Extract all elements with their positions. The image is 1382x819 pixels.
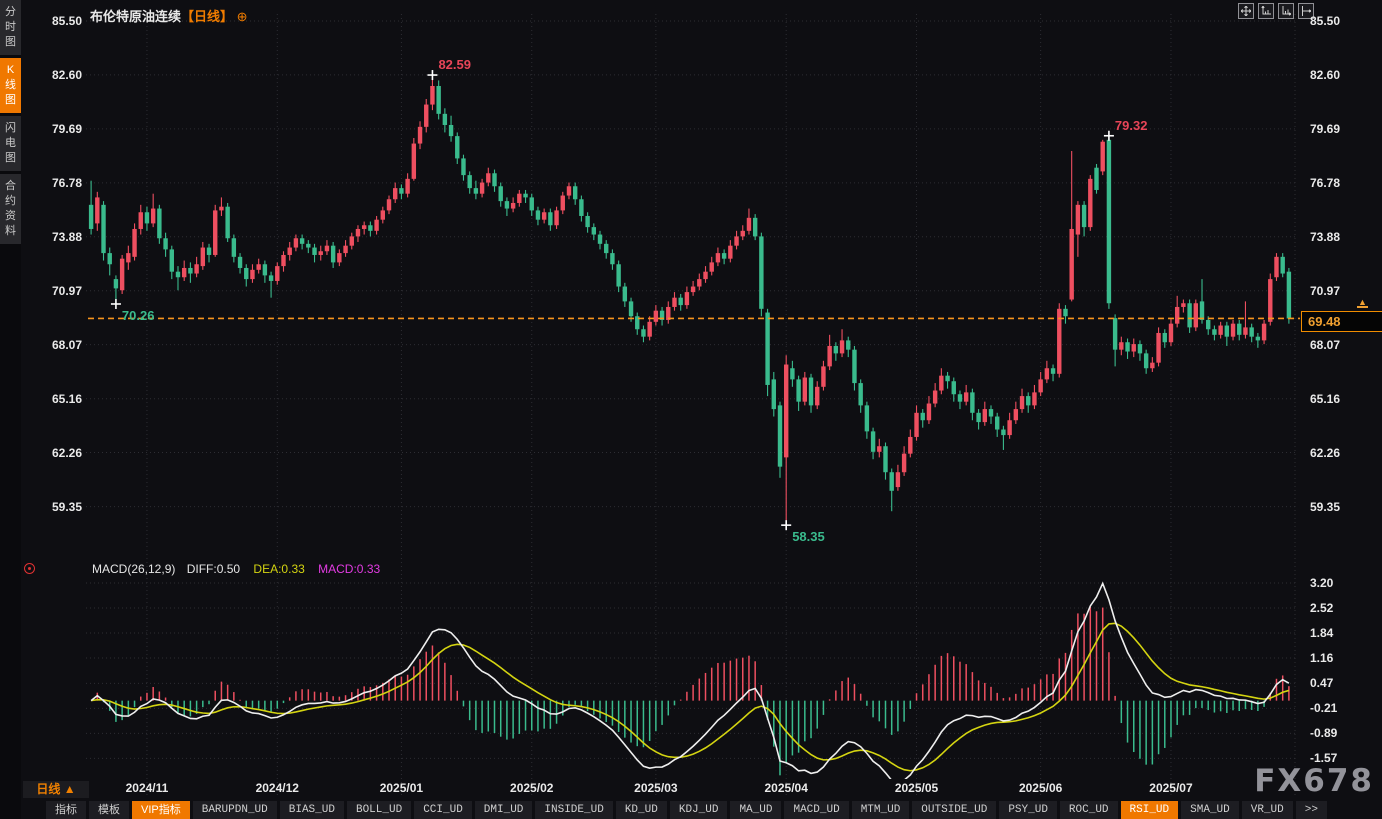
price-tick-label: 76.78 [51, 175, 82, 190]
chart-title: 布伦特原油连续【日线】 ⊕ [90, 6, 248, 25]
period-label: 日线 [36, 782, 61, 796]
price-tick-label: 82.60 [51, 67, 82, 82]
indicator-tab-MACD_UD[interactable]: MACD_UD [784, 801, 849, 819]
last-price-box: 69.48 [1301, 311, 1382, 332]
macd-panel [90, 581, 1290, 779]
price-tick-label: 82.60 [1310, 67, 1341, 82]
macd-tick-label: 3.20 [1310, 576, 1334, 590]
price-tick-label: 70.97 [51, 283, 82, 298]
price-tick-label: 68.07 [1310, 337, 1341, 352]
indicator-tab-KD_UD[interactable]: KD_UD [615, 801, 667, 819]
time-tick-label: 2024/11 [125, 781, 169, 795]
price-annotation: 82.59 [427, 57, 471, 81]
time-tick-label: 2025/02 [510, 781, 554, 795]
sidebar-tab-闪电图[interactable]: 闪电图 [0, 116, 21, 171]
svg-text:82.59: 82.59 [438, 57, 471, 72]
indicator-tab-VIP指标[interactable]: VIP指标 [132, 801, 190, 819]
add-indicator-icon[interactable]: ⊕ [236, 9, 248, 24]
chart-toolbar-icons [1238, 3, 1314, 19]
period-tag: 【日线】 [181, 9, 234, 24]
indicator-tab-BOLL_UD[interactable]: BOLL_UD [346, 801, 412, 819]
indicator-tab-DMI_UD[interactable]: DMI_UD [474, 801, 533, 819]
indicator-marker-icon[interactable] [24, 563, 35, 574]
sidebar-tab-合约资料[interactable]: 合约资料 [0, 174, 21, 244]
price-tick-label: 73.88 [51, 229, 82, 244]
indicator-tab-RSI_UD[interactable]: RSI_UD [1120, 801, 1179, 819]
price-tick-label: 85.50 [51, 14, 82, 28]
price-tick-label: 85.50 [1310, 14, 1341, 28]
price-tick-label: 79.69 [1310, 121, 1341, 136]
time-tick-label: 2025/07 [1149, 781, 1193, 795]
svg-text:58.35: 58.35 [792, 529, 825, 544]
price-tick-label: 62.26 [51, 445, 82, 460]
indicator-tab-INSIDE_UD[interactable]: INSIDE_UD [535, 801, 613, 819]
indicator-tab-SMA_UD[interactable]: SMA_UD [1181, 801, 1239, 819]
macd-tick-label: 1.84 [1310, 626, 1334, 640]
macd-header[interactable]: MACD(26,12,9) DIFF:0.50 DEA:0.33 MACD:0.… [92, 562, 380, 576]
macd-tick-label: 0.47 [1310, 676, 1334, 691]
axis-scale-right-icon[interactable] [1278, 3, 1294, 19]
macd-tick-label: 1.16 [1310, 651, 1334, 665]
price-annotation: 79.32 [1103, 118, 1148, 141]
indicator-toolbar: 指标 模板 VIP指标 BARUPDN_UD BIAS_UD BOLL_UD CCI_UD D… [46, 801, 1327, 819]
svg-text:70.26: 70.26 [122, 308, 155, 323]
macd-tick-label: -0.21 [1310, 701, 1338, 716]
price-tick-label: 62.26 [1310, 445, 1341, 460]
price-tick-label: 79.69 [51, 121, 82, 136]
macd-bar-value: MACD:0.33 [318, 562, 381, 576]
time-tick-label: 2025/04 [764, 781, 808, 795]
price-tick-label: 59.35 [51, 499, 82, 514]
price-tick-label: 65.16 [1310, 391, 1341, 406]
macd-params: MACD(26,12,9) [92, 562, 176, 576]
price-pointer-icon: ▲ [1357, 297, 1368, 308]
price-tick-label: 59.35 [1310, 499, 1341, 514]
indicator-tab-ROC_UD[interactable]: ROC_UD [1059, 801, 1118, 819]
indicator-tab-MA_UD[interactable]: MA_UD [730, 801, 782, 819]
time-tick-label: 2024/12 [255, 781, 299, 795]
price-tick-label: 68.07 [51, 337, 82, 352]
sidebar-tab-分时图[interactable]: 分时图 [0, 0, 21, 55]
price-tick-label: 70.97 [1310, 283, 1341, 298]
period-selector[interactable]: 日线 ▲ [23, 781, 89, 798]
time-tick-label: 2025/05 [894, 781, 939, 795]
time-tick-label: 2025/01 [379, 781, 424, 795]
pan-tool-icon[interactable] [1238, 3, 1254, 19]
candlestick-series [88, 75, 1292, 526]
indicator-tab-模板[interactable]: 模板 [89, 801, 129, 819]
period-arrow-icon: ▲ [63, 782, 76, 796]
price-tick-label: 65.16 [51, 391, 82, 406]
macd-dea-value: DEA:0.33 [253, 562, 305, 576]
indicator-tab->>[interactable]: >> [1295, 801, 1327, 819]
price-annotation: 70.26 [110, 298, 155, 323]
indicator-tab-BIAS_UD[interactable]: BIAS_UD [279, 801, 344, 819]
macd-diff-value: DIFF:0.50 [186, 562, 241, 576]
time-tick-label: 2025/06 [1018, 781, 1063, 795]
price-tick-label: 73.88 [1310, 229, 1341, 244]
indicator-tab-CCI_UD[interactable]: CCI_UD [414, 801, 472, 819]
indicator-tab-BARUPDN_UD[interactable]: BARUPDN_UD [192, 801, 277, 819]
indicator-tab-指标[interactable]: 指标 [46, 801, 86, 819]
indicator-tab-MTM_UD[interactable]: MTM_UD [851, 801, 910, 819]
indicator-tab-KDJ_UD[interactable]: KDJ_UD [669, 801, 728, 819]
indicator-tab-PSY_UD[interactable]: PSY_UD [999, 801, 1057, 819]
axis-scale-left-icon[interactable] [1258, 3, 1274, 19]
fit-right-icon[interactable] [1298, 3, 1314, 19]
price-tick-label: 76.78 [1310, 175, 1341, 190]
macd-tick-label: 2.52 [1310, 601, 1334, 615]
time-tick-label: 2025/03 [634, 781, 678, 795]
indicator-tab-VR_UD[interactable]: VR_UD [1241, 801, 1293, 819]
price-annotation: 58.35 [781, 520, 825, 544]
indicator-tab-OUTSIDE_UD[interactable]: OUTSIDE_UD [912, 801, 997, 819]
macd-tick-label: -1.57 [1310, 751, 1338, 766]
symbol-name: 布伦特原油连续 [90, 9, 182, 24]
svg-text:79.32: 79.32 [1115, 118, 1148, 133]
watermark: FX678 [1254, 763, 1374, 799]
macd-tick-label: -0.89 [1310, 726, 1338, 741]
